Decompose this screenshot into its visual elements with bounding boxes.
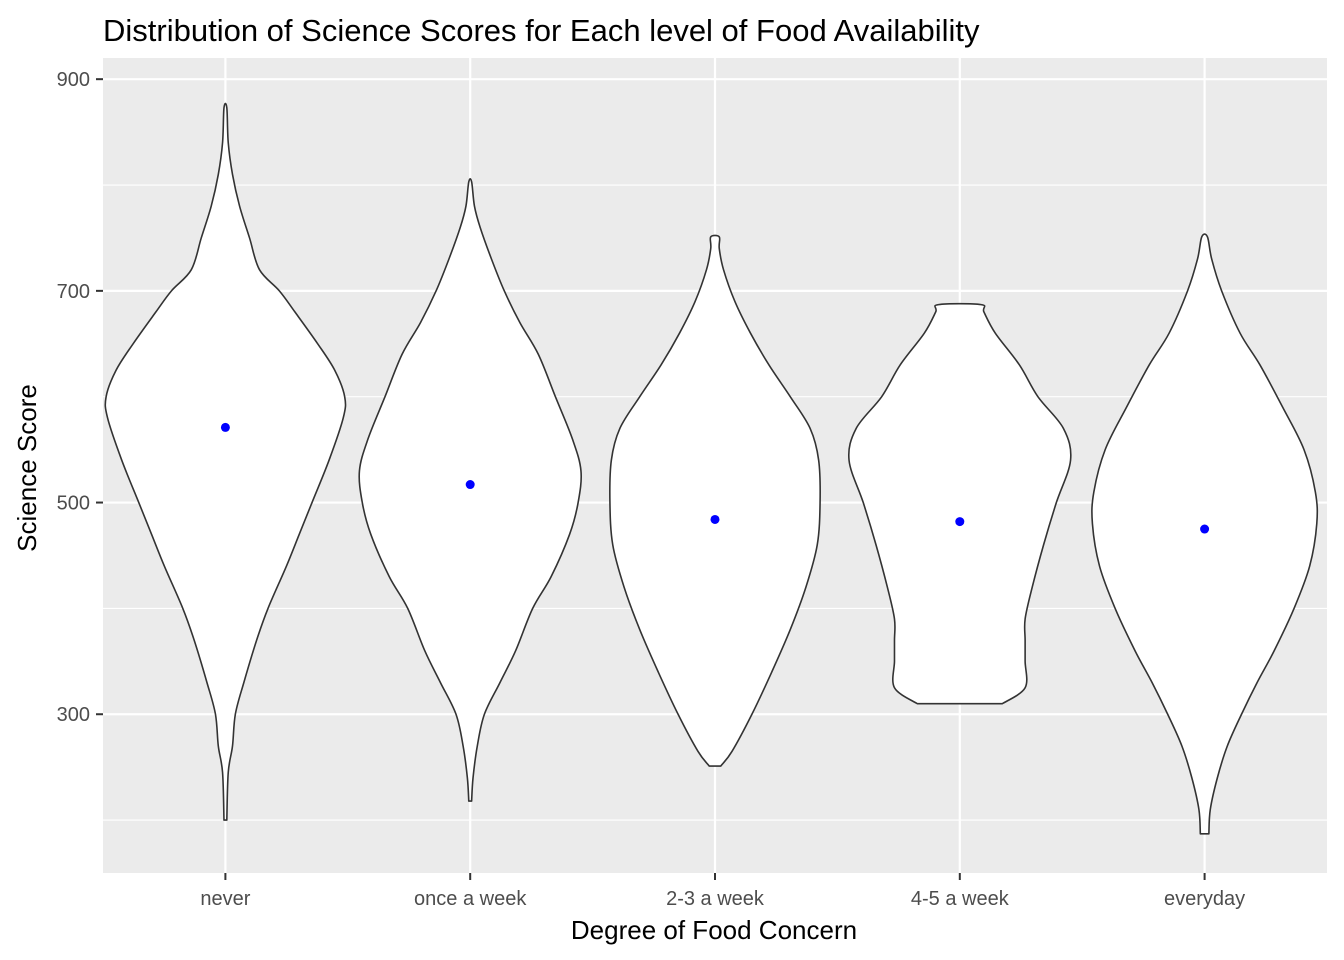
y-axis: 300 500 700 900	[57, 69, 103, 726]
violin-never	[104, 102, 347, 821]
violin-2-3-a-week	[609, 234, 821, 767]
x-tick-label: 4-5 a week	[911, 888, 1010, 910]
mean-point-everyday	[1200, 524, 1210, 534]
violins	[104, 102, 1319, 835]
y-tick-label: 300	[57, 704, 90, 726]
mean-point-once-a-week	[465, 480, 475, 490]
x-tick-label: once a week	[414, 888, 527, 910]
violin-everyday	[1091, 233, 1319, 835]
mean-points	[220, 422, 1210, 534]
y-tick-label: 500	[57, 493, 90, 515]
x-axis: never once a week 2-3 a week 4-5 a week ever…	[200, 873, 1245, 910]
x-tick-label: 2-3 a week	[666, 888, 765, 910]
y-tick-label: 900	[57, 69, 90, 91]
x-axis-title: Degree of Food Concern	[571, 915, 857, 945]
violin-once-a-week	[358, 177, 582, 802]
x-tick-label: never	[200, 888, 250, 910]
mean-point-2-3-a-week	[710, 514, 720, 524]
y-axis-title: Science Score	[12, 384, 42, 552]
x-tick-label: everyday	[1164, 888, 1245, 910]
violin-4-5-a-week	[847, 302, 1072, 705]
mean-point-4-5-a-week	[955, 517, 965, 527]
y-tick-label: 700	[57, 281, 90, 303]
mean-point-never	[220, 422, 230, 432]
chart-title: Distribution of Science Scores for Each …	[103, 13, 980, 48]
